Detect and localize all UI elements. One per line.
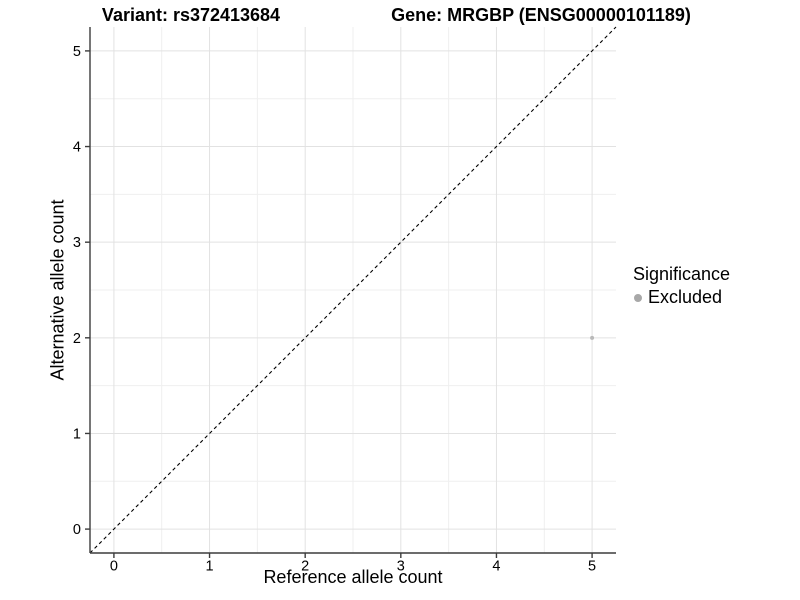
y-tick-label: 1 [73,426,81,442]
y-tick-label: 5 [73,44,81,60]
x-tick-label: 1 [206,559,214,575]
plot-title-gene: Gene: MRGBP (ENSG00000101189) [391,5,691,25]
y-tick-label: 2 [73,331,81,347]
legend: Significance Excluded [633,264,730,308]
y-tick-label: 3 [73,235,81,251]
x-tick-label: 3 [397,559,405,575]
legend-entry-label: Excluded [648,287,723,307]
x-tick-label: 0 [110,559,118,575]
plot-title-variant: Variant: rs372413684 [101,5,281,25]
legend-title: Significance [633,264,731,284]
x-tick-label: 4 [492,559,500,575]
x-tick-label: 5 [588,559,596,575]
x-tick-label: 2 [301,559,309,575]
legend-key-dot [634,293,642,302]
identity-reference-line [89,26,617,554]
legend-entry: Excluded [633,287,730,308]
y-tick-label: 0 [73,522,81,538]
x-axis-title: Reference allele count [263,567,443,587]
data-point [590,335,595,340]
y-tick-label: 4 [73,140,81,156]
